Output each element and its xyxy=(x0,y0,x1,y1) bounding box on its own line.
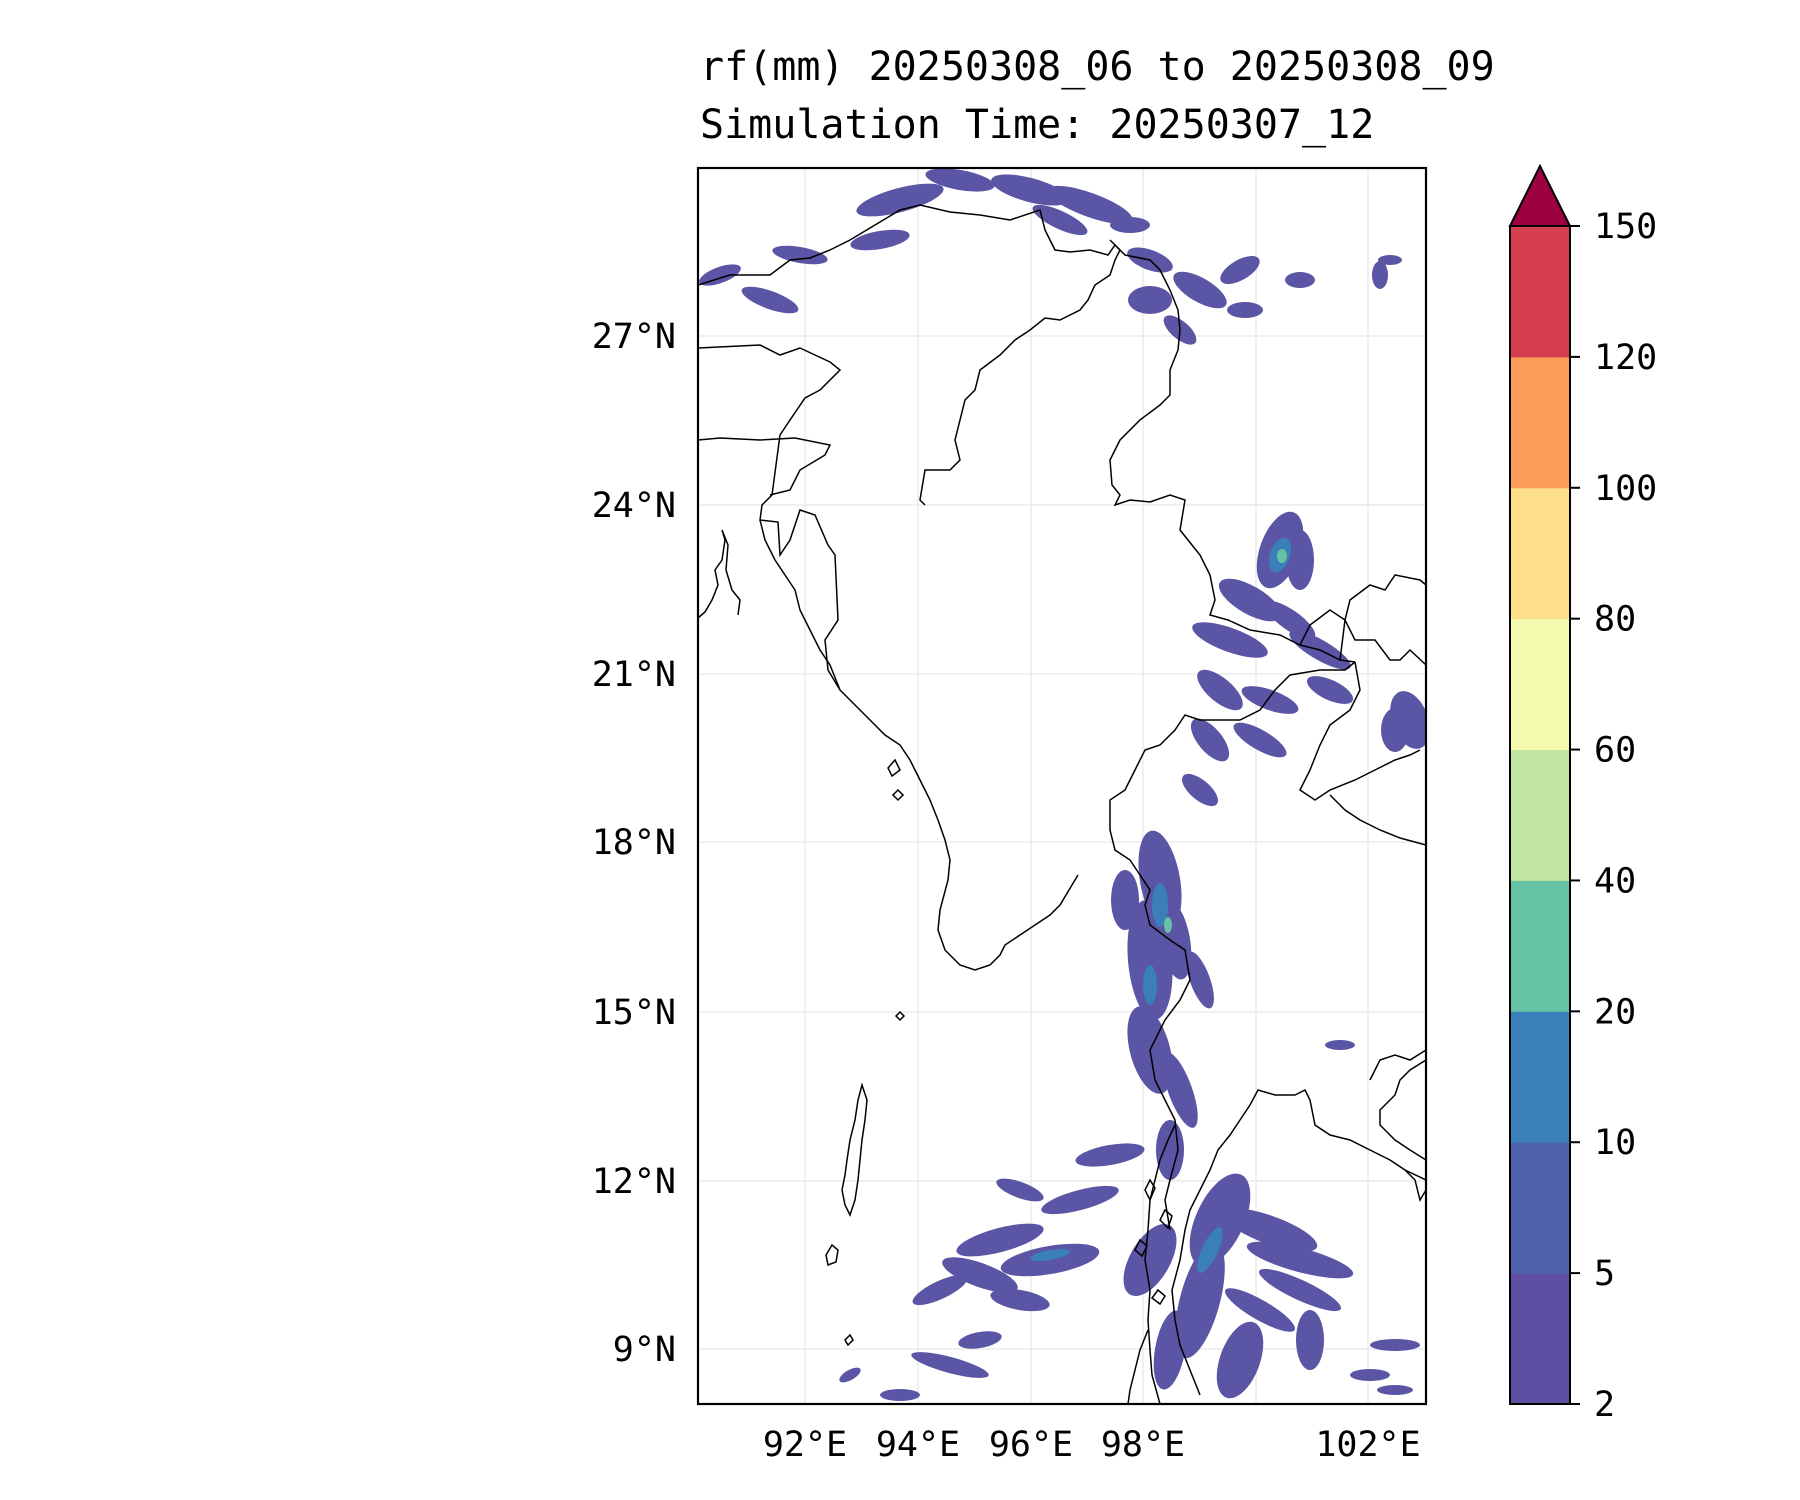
map-panel xyxy=(696,166,1428,1406)
gridlines xyxy=(698,168,1426,1404)
colorbar: 2 5 10 20 40 60 80 100 120 150 xyxy=(1508,163,1657,1425)
myanmar-east-border xyxy=(1109,661,1356,1231)
gulf-of-thailand-coast xyxy=(1171,1088,1426,1396)
colorbar-label-60: 60 xyxy=(1594,731,1636,771)
lon-label-102: 102°E xyxy=(1315,1425,1420,1465)
rain-cluster-south xyxy=(839,1143,1420,1401)
ramree-island xyxy=(887,758,901,778)
thailand-mekong xyxy=(1329,794,1426,846)
nicobar-islet xyxy=(844,1333,854,1347)
coast-arakan xyxy=(759,519,1079,971)
lat-label-18: 18°N xyxy=(592,823,676,863)
rain-peak-cores xyxy=(1164,549,1287,933)
china-laos-border xyxy=(1299,609,1426,666)
rain-cores xyxy=(1030,537,1292,1273)
cambodia-coast xyxy=(1404,1169,1426,1202)
bangladesh-india-border xyxy=(698,344,842,691)
mergui-archipelago-1 xyxy=(1144,1178,1156,1202)
colorbar-label-80: 80 xyxy=(1594,600,1636,640)
thailand-cambodia xyxy=(1379,1059,1426,1161)
colorbar-extend-arrow xyxy=(1508,163,1572,227)
lat-label-27: 27°N xyxy=(592,317,676,357)
colorbar-bin-8 xyxy=(1510,226,1570,358)
map-background xyxy=(698,168,1426,1404)
colorbar-bin-0 xyxy=(1510,1273,1570,1405)
colorbar-bin-5 xyxy=(1510,618,1570,751)
mergui-archipelago-2 xyxy=(1159,1208,1173,1230)
colorbar-label-100: 100 xyxy=(1594,469,1657,509)
coast-bay-of-bengal-north xyxy=(698,437,832,496)
cheduba-island xyxy=(891,788,905,802)
lat-label-24: 24°N xyxy=(592,486,676,526)
lon-tick-labels: 92°E 94°E 96°E 98°E 102°E xyxy=(763,1425,1421,1465)
colorbar-bin-4 xyxy=(1510,749,1570,881)
rainfall-field xyxy=(699,168,1426,1401)
lat-label-9: 9°N xyxy=(613,1330,676,1370)
colorbar-label-10: 10 xyxy=(1594,1123,1636,1163)
colorbar-bin-7 xyxy=(1510,356,1570,489)
colorbar-label-150: 150 xyxy=(1594,207,1657,247)
colorbar-outline xyxy=(1509,225,1571,1405)
thailand-east xyxy=(1369,1049,1426,1081)
kra-isthmus-west xyxy=(1127,1329,1149,1404)
mergui-archipelago-4 xyxy=(1150,1288,1166,1306)
coastlines-and-borders xyxy=(698,204,1426,1404)
colorbar-label-40: 40 xyxy=(1594,861,1636,901)
laos-thailand-border xyxy=(1299,661,1421,801)
mergui-archipelago-3 xyxy=(1134,1238,1148,1258)
lon-label-98: 98°E xyxy=(1101,1425,1185,1465)
colorbar-bin-1 xyxy=(1510,1142,1570,1274)
colorbar-bin-3 xyxy=(1510,880,1570,1012)
colorbar-label-120: 120 xyxy=(1594,338,1657,378)
colorbar-label-2: 2 xyxy=(1594,1385,1615,1425)
andaman-island-little xyxy=(825,1243,839,1267)
lon-label-94: 94°E xyxy=(876,1425,960,1465)
lat-label-21: 21°N xyxy=(592,655,676,695)
colorbar-label-20: 20 xyxy=(1594,992,1636,1032)
lon-label-92: 92°E xyxy=(763,1425,847,1465)
myanmar-west-border xyxy=(919,239,1121,506)
lat-label-12: 12°N xyxy=(592,1162,676,1202)
map-title-line-2: Simulation Time: 20250307_12 xyxy=(700,102,1375,148)
rain-cluster-shan xyxy=(1181,511,1426,807)
colorbar-label-5: 5 xyxy=(1594,1254,1615,1294)
laos-vietnam-north xyxy=(1339,574,1426,661)
map-frame xyxy=(696,166,1428,1406)
myanmar-north-border xyxy=(698,204,1356,663)
andaman-island-north xyxy=(841,1082,868,1217)
lat-tick-labels: 27°N 24°N 21°N 18°N 15°N 12°N 9°N xyxy=(592,317,676,1370)
coast-bangladesh-delta xyxy=(698,529,741,619)
coco-islet xyxy=(894,1010,906,1022)
lat-label-15: 15°N xyxy=(592,993,676,1033)
colorbar-bin-2 xyxy=(1510,1011,1570,1143)
colorbar-bin-6 xyxy=(1510,487,1570,620)
lon-label-96: 96°E xyxy=(989,1425,1073,1465)
